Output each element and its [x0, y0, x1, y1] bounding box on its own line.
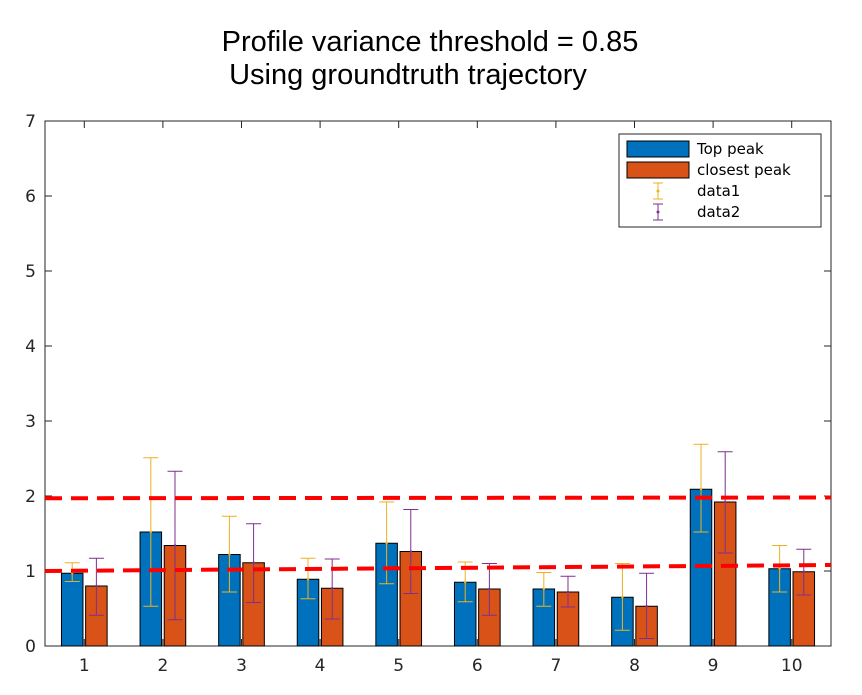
axes-box: [44, 120, 832, 647]
x-tick-label: 2: [157, 656, 168, 676]
errorbar-point-data1: [228, 553, 231, 556]
errorbar-point-data2: [252, 561, 255, 564]
x-tick-label: 8: [629, 656, 640, 676]
x-tick-label: 6: [472, 656, 483, 676]
y-tick-label: 6: [25, 187, 36, 207]
x-tick-label: 10: [781, 656, 803, 676]
errorbar-point-data2: [802, 570, 805, 573]
errorbar-point-data1: [542, 587, 546, 591]
legend-errorbar-point: [656, 210, 660, 214]
legend-swatch: [626, 140, 690, 158]
legend-label: data1: [697, 182, 740, 200]
errorbar-point-data1: [306, 578, 310, 581]
chart-title-line-2: Using groundtruth trajectory: [229, 59, 587, 91]
y-tick-label: 1: [25, 562, 36, 582]
errorbar-point-data1: [385, 542, 388, 545]
y-tick-label: 5: [25, 262, 36, 282]
errorbar-point-data1: [621, 596, 624, 599]
y-tick-label: 3: [25, 412, 36, 432]
errorbar-point-data1: [778, 567, 781, 570]
legend-errorbar-point: [656, 189, 660, 193]
x-tick-label: 1: [79, 656, 90, 676]
errorbar-point-data1: [464, 581, 467, 584]
reference-line: [44, 563, 832, 573]
y-tick-label: 7: [25, 112, 36, 132]
errorbar-point-data2: [645, 605, 648, 608]
legend-label: data2: [697, 203, 740, 221]
legend-label: Top peak: [696, 140, 764, 158]
legend-swatch: [626, 161, 690, 179]
errorbar-point-data2: [488, 587, 491, 591]
errorbar-point-data2: [95, 584, 98, 588]
reference-line: [44, 495, 832, 501]
x-tick-label: 9: [708, 656, 719, 676]
legend-label: closest peak: [697, 161, 791, 179]
errorbar-point-data2: [330, 587, 334, 590]
bar-top-peak: [60, 572, 84, 647]
y-tick-label: 4: [25, 337, 36, 357]
y-tick-label: 2: [25, 487, 36, 507]
errorbar-point-data1: [699, 488, 703, 491]
legend: Top peak closest peak data1 data2: [618, 133, 822, 228]
y-tick-label: 0: [25, 637, 36, 657]
chart-title-line-1: Profile variance threshold = 0.85: [222, 26, 639, 58]
errorbar-point-data2: [723, 500, 727, 504]
errorbar-point-data1: [149, 530, 153, 534]
x-tick-label: 5: [393, 656, 404, 676]
x-tick-label: 4: [315, 656, 326, 676]
errorbar-point-data2: [409, 550, 412, 553]
plot-area: 0 1 2 3 4 5 6 7 1 2 3 4 5 6 7 8 9 10: [25, 112, 832, 676]
x-tick-label: 3: [236, 656, 247, 676]
errorbar-point-data2: [566, 590, 570, 594]
x-tick-label: 7: [550, 656, 561, 676]
errorbar-point-data2: [173, 544, 177, 547]
